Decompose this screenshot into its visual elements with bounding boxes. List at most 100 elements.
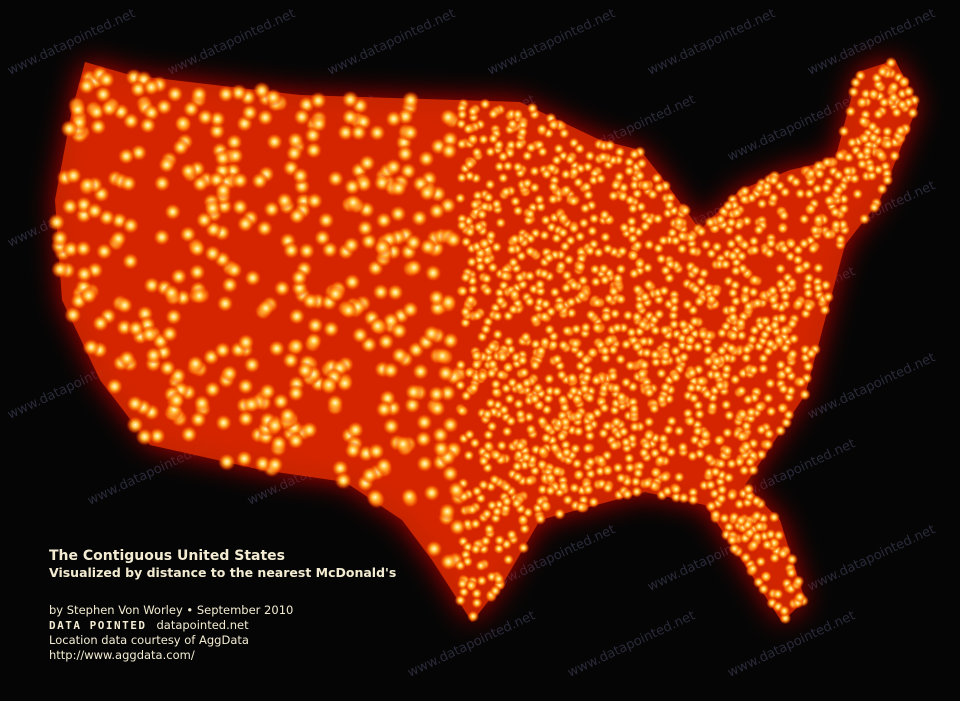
location-dot xyxy=(567,195,580,208)
location-dot xyxy=(695,275,708,288)
location-dot xyxy=(476,208,488,221)
location-dot xyxy=(628,420,641,433)
location-dot xyxy=(534,278,546,291)
location-dot xyxy=(117,147,136,166)
location-dot xyxy=(607,285,620,298)
location-dot xyxy=(614,353,627,366)
location-dot xyxy=(579,202,592,215)
location-dot xyxy=(760,570,772,583)
location-dot xyxy=(524,245,537,258)
location-dot xyxy=(581,442,594,455)
location-dot xyxy=(686,450,699,463)
location-dot xyxy=(625,326,638,339)
location-dot xyxy=(738,185,751,198)
location-dot xyxy=(805,347,818,360)
location-dot xyxy=(78,176,97,195)
location-dot xyxy=(436,364,455,383)
location-dot xyxy=(547,118,560,131)
location-dot xyxy=(620,338,633,351)
location-dot xyxy=(776,312,789,325)
location-dot xyxy=(670,483,683,496)
location-dot xyxy=(587,496,600,508)
location-dot xyxy=(356,219,375,238)
location-dot xyxy=(507,256,520,269)
location-dot xyxy=(305,191,324,210)
location-dot xyxy=(636,367,649,380)
location-dot xyxy=(157,155,176,174)
location-dot xyxy=(477,133,490,146)
location-dot xyxy=(439,108,458,127)
location-dot xyxy=(764,377,777,390)
location-dot xyxy=(756,197,768,210)
location-dot xyxy=(574,230,587,243)
location-dot xyxy=(275,191,294,210)
location-dot xyxy=(715,344,728,357)
location-dot xyxy=(730,206,743,219)
location-dot xyxy=(651,212,664,225)
location-dot xyxy=(592,246,605,259)
byline: by Stephen Von Worley • September 2010 xyxy=(49,603,294,617)
location-dot xyxy=(636,318,649,331)
location-dot xyxy=(491,505,504,518)
location-dot xyxy=(474,559,487,572)
location-dot xyxy=(374,211,393,230)
location-dot xyxy=(888,149,901,162)
location-dot xyxy=(579,354,592,366)
credit-link[interactable]: http://www.aggdata.com/ xyxy=(49,648,195,662)
location-dot xyxy=(551,465,564,478)
location-dot xyxy=(615,263,627,276)
location-dot xyxy=(481,408,494,421)
location-dot xyxy=(469,543,482,556)
location-dot xyxy=(575,501,588,514)
location-dot xyxy=(191,174,210,193)
location-dot xyxy=(584,456,597,468)
location-dot xyxy=(418,237,437,256)
location-dot xyxy=(499,269,511,282)
location-dot xyxy=(876,183,888,195)
location-dot xyxy=(167,391,186,410)
location-dot xyxy=(368,317,387,335)
location-dot xyxy=(767,191,780,204)
location-dot xyxy=(704,216,717,229)
location-dot xyxy=(568,481,581,494)
location-dot xyxy=(594,172,607,185)
location-dot xyxy=(51,229,69,248)
location-dot xyxy=(722,200,735,212)
location-dot xyxy=(726,489,738,502)
location-dot xyxy=(747,235,760,248)
location-dot xyxy=(455,404,468,417)
location-dot xyxy=(765,405,778,418)
location-dot xyxy=(861,145,874,157)
location-dot xyxy=(486,420,498,433)
location-dot xyxy=(583,392,596,404)
location-dot xyxy=(513,271,526,284)
location-dot xyxy=(520,377,533,389)
location-dot xyxy=(471,485,483,498)
location-dot xyxy=(620,376,633,389)
location-dot xyxy=(117,349,136,368)
location-dot xyxy=(467,283,479,296)
location-dot xyxy=(217,452,236,471)
location-dot xyxy=(748,274,761,286)
mcdonalds-locations xyxy=(47,56,921,625)
location-dot xyxy=(668,318,681,331)
location-dot xyxy=(61,197,79,216)
location-dot xyxy=(882,138,894,151)
location-dot xyxy=(872,108,885,121)
location-dot xyxy=(155,97,174,116)
location-dot xyxy=(516,354,529,367)
location-dot xyxy=(556,393,569,406)
location-dot xyxy=(494,216,507,229)
location-dot xyxy=(786,553,798,566)
location-dot xyxy=(623,452,636,465)
location-dot xyxy=(561,324,574,337)
location-dot xyxy=(490,241,503,254)
brand-link[interactable]: datapointed.net xyxy=(156,618,249,632)
location-dot xyxy=(216,294,235,313)
location-dot xyxy=(676,242,689,255)
location-dot xyxy=(603,139,616,152)
location-dot xyxy=(471,309,484,322)
location-dot xyxy=(292,107,311,126)
location-dot xyxy=(163,202,182,221)
location-dot xyxy=(795,376,807,389)
